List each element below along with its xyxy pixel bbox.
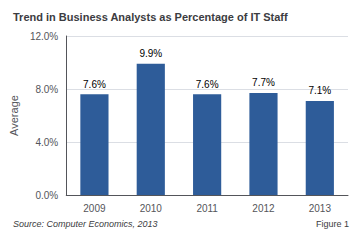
svg-text:7.1%: 7.1% [308, 85, 331, 96]
svg-text:7.6%: 7.6% [83, 79, 106, 90]
svg-text:2011: 2011 [196, 203, 218, 214]
svg-text:7.7%: 7.7% [252, 77, 275, 88]
svg-text:7.6%: 7.6% [196, 79, 219, 90]
svg-text:Average: Average [8, 95, 20, 136]
svg-text:2010: 2010 [140, 203, 163, 214]
svg-text:12.0%: 12.0% [30, 31, 58, 42]
svg-text:Figure 1: Figure 1 [316, 219, 349, 229]
svg-text:Source: Computer Economics, 20: Source: Computer Economics, 2013 [13, 219, 158, 229]
svg-text:2009: 2009 [83, 203, 106, 214]
svg-text:2013: 2013 [309, 203, 332, 214]
svg-text:0.0%: 0.0% [35, 190, 58, 201]
svg-text:Trend in Business Analysts as: Trend in Business Analysts as Percentage… [13, 11, 288, 23]
svg-text:9.9%: 9.9% [139, 48, 162, 59]
svg-text:4.0%: 4.0% [35, 137, 58, 148]
svg-text:8.0%: 8.0% [35, 84, 58, 95]
svg-text:2012: 2012 [252, 203, 275, 214]
